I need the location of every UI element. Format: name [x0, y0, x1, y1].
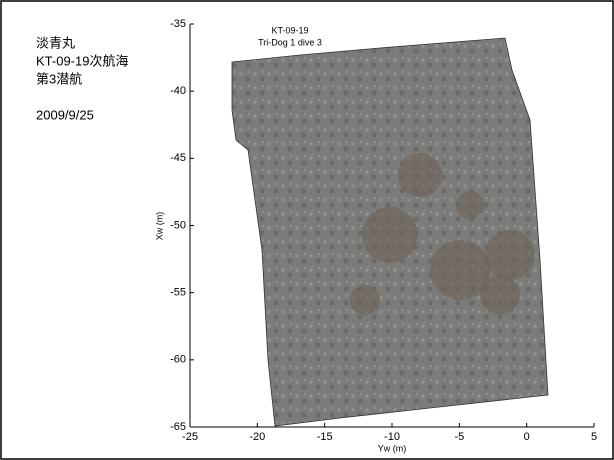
x-axis-label: Yw (m): [378, 443, 407, 453]
annotation: 第3潜航: [36, 71, 82, 86]
x-tick-label: -5: [454, 431, 464, 443]
y-tick-label: -55: [170, 287, 186, 299]
x-tick-label: 0: [524, 431, 530, 443]
y-tick-label: -65: [170, 421, 186, 433]
page: 淡青丸 KT-09-19次航海 第3潜航 2009/9/25 KT-09-19 …: [0, 0, 614, 460]
mosaic-feature: [398, 153, 442, 197]
mosaic-feature: [350, 285, 380, 315]
mosaic-feature: [456, 191, 484, 219]
y-tick-label: -50: [170, 219, 186, 231]
y-tick-label: -60: [170, 354, 186, 366]
y-axis-label: Xw (m): [154, 212, 164, 241]
x-tick-label: -10: [384, 431, 400, 443]
chart-subtitle: Tri-Dog 1 dive 3: [258, 37, 322, 47]
mosaic-feature: [485, 230, 535, 280]
y-tick-label: -45: [170, 152, 186, 164]
y-tick-label: -35: [170, 18, 186, 30]
annotation: 淡青丸: [36, 35, 75, 50]
x-tick-label: 5: [591, 431, 597, 443]
mosaic-feature: [362, 207, 418, 263]
y-tick-label: -40: [170, 85, 186, 97]
chart-title: KT-09-19: [271, 25, 308, 35]
x-tick-label: -20: [249, 431, 265, 443]
annotation: KT-09-19次航海: [36, 53, 128, 68]
annotation: 2009/9/25: [36, 107, 94, 122]
x-tick-label: -15: [317, 431, 333, 443]
mosaic-feature: [480, 275, 520, 315]
chart: 淡青丸 KT-09-19次航海 第3潜航 2009/9/25 KT-09-19 …: [0, 0, 614, 460]
